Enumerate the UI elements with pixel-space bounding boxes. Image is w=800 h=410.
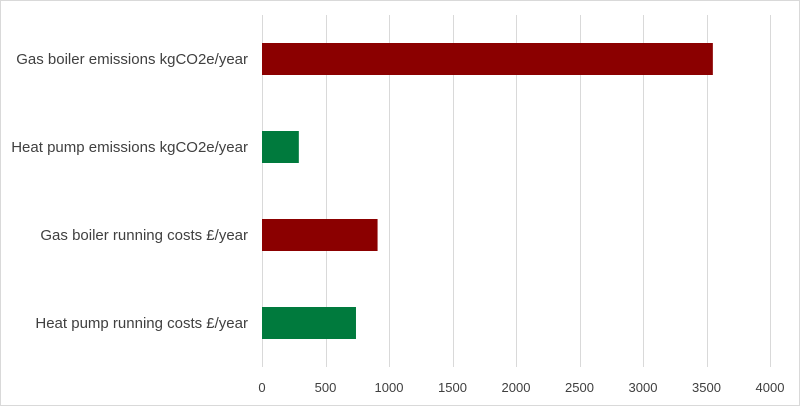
bar bbox=[262, 307, 356, 339]
category-label: Heat pump emissions kgCO2e/year bbox=[11, 139, 248, 156]
x-tick-label: 3500 bbox=[692, 380, 721, 395]
x-tick-label: 3000 bbox=[629, 380, 658, 395]
x-tick-label: 4000 bbox=[756, 380, 785, 395]
bar bbox=[262, 43, 713, 75]
x-tick-label: 1500 bbox=[438, 380, 467, 395]
bar bbox=[262, 131, 299, 163]
x-tick-label: 2500 bbox=[565, 380, 594, 395]
category-labels: Gas boiler emissions kgCO2e/year Heat pum… bbox=[11, 51, 248, 332]
category-label: Gas boiler running costs £/year bbox=[40, 227, 248, 244]
bar bbox=[262, 219, 378, 251]
x-tick-label: 0 bbox=[258, 380, 265, 395]
category-label: Gas boiler emissions kgCO2e/year bbox=[16, 51, 248, 68]
x-tick-label: 500 bbox=[315, 380, 337, 395]
x-tick-label: 2000 bbox=[502, 380, 531, 395]
x-tick-label: 1000 bbox=[375, 380, 404, 395]
category-label: Heat pump running costs £/year bbox=[35, 315, 248, 332]
x-tick-labels: 0 500 1000 1500 2000 2500 3000 3500 4000 bbox=[258, 380, 784, 395]
bars bbox=[262, 43, 713, 339]
